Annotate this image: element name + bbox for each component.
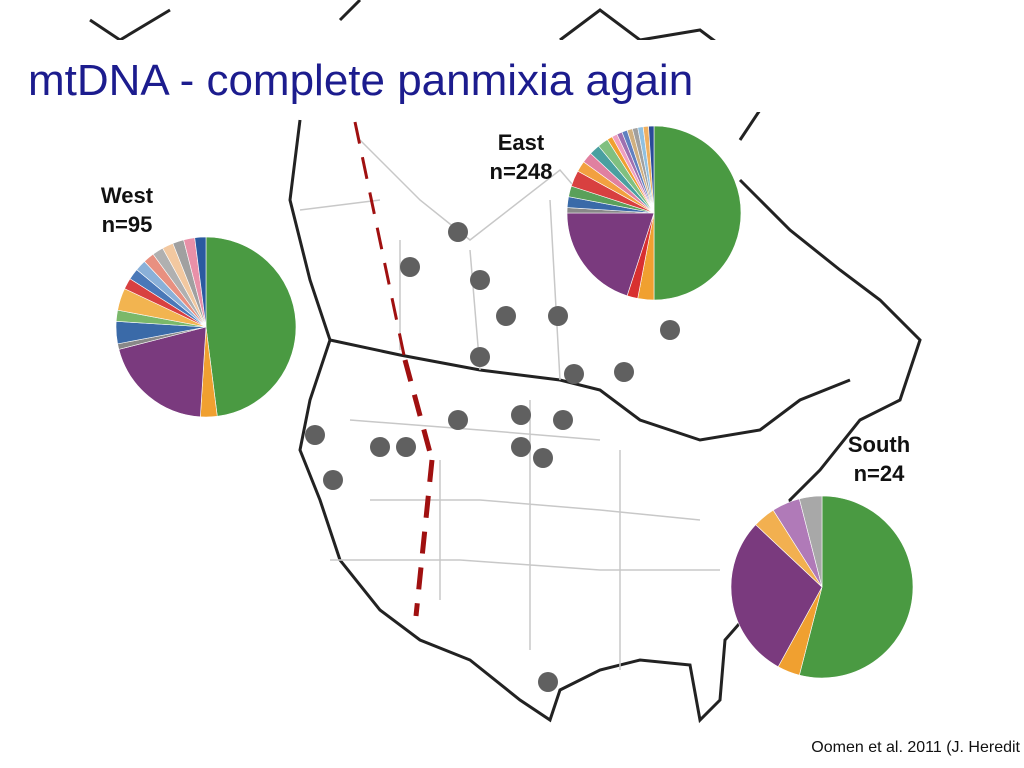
pie-title: East — [498, 130, 545, 155]
site — [305, 425, 325, 445]
pie-slice — [799, 495, 914, 679]
pie-slice — [653, 125, 742, 301]
site — [564, 364, 584, 384]
site — [511, 437, 531, 457]
divide-line — [353, 121, 407, 361]
site — [470, 270, 490, 290]
site — [448, 222, 468, 242]
pies: West n=95 East n=248 South n=24 — [101, 125, 914, 679]
site — [400, 257, 420, 277]
title-band — [0, 40, 810, 112]
site — [496, 306, 516, 326]
site — [548, 306, 568, 326]
site — [553, 410, 573, 430]
pie-slice — [799, 495, 823, 588]
divide-line — [402, 359, 435, 461]
pie-slice — [730, 524, 823, 668]
slide-title: mtDNA - complete panmixia again — [28, 56, 693, 105]
site — [660, 320, 680, 340]
pie-slice — [566, 212, 655, 297]
site — [396, 437, 416, 457]
pie-title: West — [101, 183, 154, 208]
citation: Oomen et al. 2011 (J. Heredit — [811, 739, 1020, 756]
site — [538, 672, 558, 692]
pie-slice — [194, 236, 207, 328]
sample-sites — [305, 222, 680, 692]
site — [448, 410, 468, 430]
pie-slice — [118, 326, 207, 418]
site — [614, 362, 634, 382]
internal-lines — [299, 139, 720, 670]
divide-line — [413, 459, 435, 617]
pie-subtitle: n=24 — [854, 461, 906, 486]
site — [470, 347, 490, 367]
pie-slice — [648, 125, 655, 214]
site — [533, 448, 553, 468]
pie-subtitle: n=248 — [490, 159, 553, 184]
site — [511, 405, 531, 425]
pie-subtitle: n=95 — [102, 212, 153, 237]
pie-title: South — [848, 432, 910, 457]
site — [323, 470, 343, 490]
site — [370, 437, 390, 457]
pie-slice — [205, 236, 297, 417]
border — [329, 338, 851, 442]
